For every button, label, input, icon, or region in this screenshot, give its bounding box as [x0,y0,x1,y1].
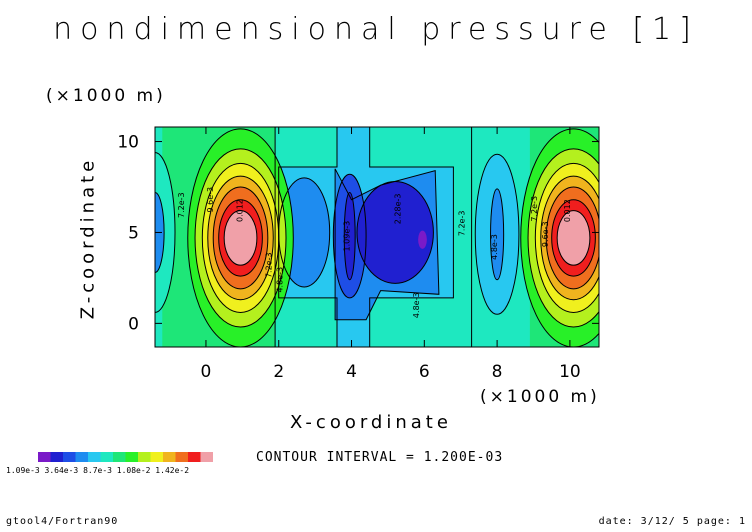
contour-lines [155,127,599,347]
colorbar-swatch [75,452,88,462]
footer-software: gtool4/Fortran90 [6,516,119,527]
right-blue-cell-line [490,188,505,281]
chart-title: nondimensional pressure [1] [53,12,699,47]
colorbar-swatch [63,452,76,462]
left-high-level-3-line [201,162,280,313]
contour-label: 9.6e-3 [206,187,215,213]
plot-frame [154,126,600,348]
center-min-left-line [343,191,356,281]
x-axis-unit: (×1000 m) [480,387,600,407]
contour-fills [155,127,599,347]
contour-label: 7.2e-3 [530,196,539,222]
center-low-left-line [332,173,367,299]
contour-labels: 7.2e-3 9.6e-3 0.0127.2e-34.8e-31.09e-32.28… [177,187,572,318]
footer-date-page: date: 3/12/ 5 page: 1 [598,516,746,527]
left-high-level-2-line [194,148,287,328]
colorbar-swatch [88,452,101,462]
y-axis-unit: (×1000 m) [46,86,166,106]
colorbar-swatch [163,452,176,462]
contour-label: 1.09e-3 [343,221,352,252]
x-tick-label: 10 [559,362,581,382]
colorbar-swatch [138,452,151,462]
right-blue-cell [490,188,504,280]
colorbar [38,452,213,462]
left-high-level-6-line [218,199,263,277]
contour-label: 0.012 [235,199,244,222]
contour-interval-text: CONTOUR INTERVAL = 1.200E-03 [256,450,504,465]
center-low-right-line [356,181,434,284]
colorbar-swatch [188,452,201,462]
x-axis-label: X-coordinate [290,412,452,433]
left-high-level-4-line [207,175,274,301]
contour-label: 7.2e-3 [177,192,186,218]
x-tick-label: 0 [201,362,212,382]
y-tick-label: 0 [128,314,139,334]
x-tick-label: 4 [346,362,357,382]
colorbar-swatch [113,452,126,462]
right-high-level-1-line [520,128,599,347]
right-high-level-4-line [540,175,599,301]
right-high-level-5-line [545,186,599,290]
left-edge-cell [155,152,176,313]
colorbar-swatch [100,452,113,462]
x-tick-label: 2 [273,362,284,382]
left-high-level-7-line [223,210,258,266]
contour-label: 4.8e-3 [490,234,499,260]
right-high-level-7-line [556,210,591,266]
right-cyan-cell-line [474,153,520,315]
colorbar-swatch [200,452,213,462]
y-tick-label: 10 [117,133,139,153]
center-low-right [356,181,434,284]
contour-label: 4.8e-3 [275,267,284,293]
axis-ticks: 0 2 4 6 8 10 0 5 10 [117,127,599,382]
center-min-right [418,230,427,249]
right-high-level-6-line [551,199,596,277]
center-band-line [274,127,473,347]
colorbar-swatch [150,452,163,462]
center-cyan-line [278,127,454,347]
colorbar-swatch [38,452,51,462]
right-high-level-7 [557,210,590,266]
y-tick-label: 5 [128,223,139,243]
colorbar-labels: 1.09e-3 3.64e-3 8.7e-3 1.08e-2 1.42e-2 [6,466,190,475]
contour-label: 7.2e-3 [264,252,273,278]
left-high-level-1-line [187,128,294,347]
right-high-level-3-line [534,162,599,313]
colorbar-swatch [175,452,188,462]
contour-label: 4.8e-3 [412,292,421,318]
contour-label: 0.012 [563,199,572,222]
center-min-left [344,192,356,280]
colorbar-swatch [50,452,63,462]
contour-label: 9.6e-3 [541,221,550,247]
right-high-level-2-line [527,148,599,328]
center-blue-main-line [334,168,440,321]
x-tick-label: 6 [419,362,430,382]
left-high-level-7 [224,210,257,266]
contour-label: 7.2e-3 [457,211,466,237]
colorbar-swatch [125,452,138,462]
x-tick-label: 8 [492,362,503,382]
left-high-level-5-line [212,186,269,290]
contour-label: 2.28e-3 [394,193,403,224]
